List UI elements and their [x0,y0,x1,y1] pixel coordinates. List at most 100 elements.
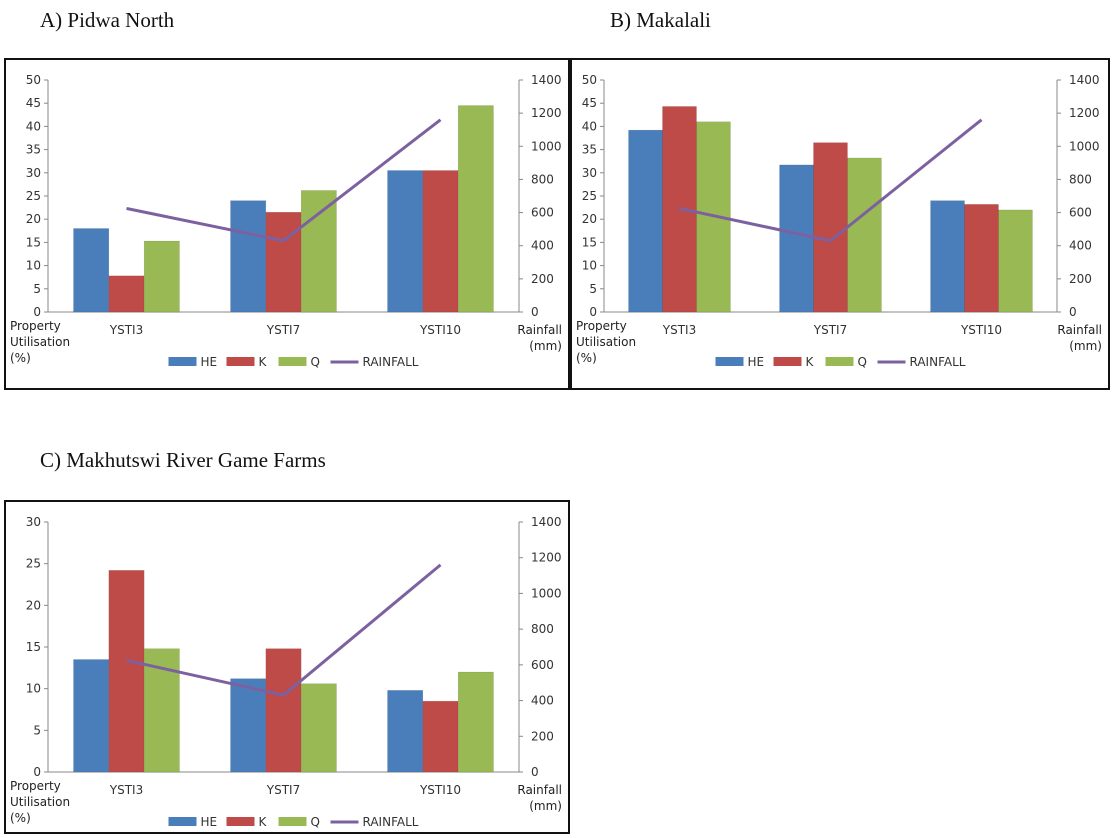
bar-he-ysti7 [779,164,814,313]
y-tick-label: 5 [589,282,597,296]
y-tick-label: 5 [33,282,41,296]
y-axis-title-line: (%) [10,351,31,365]
bar-he-ysti3 [628,129,663,313]
bar-k-ysti3 [108,570,145,773]
y2-tick-label: 0 [531,305,539,319]
panel-a-title: A) Pidwa North [40,8,175,32]
y-axis-title-line: Property [10,319,61,333]
y-tick-label: 10 [26,682,41,696]
y-tick-label: 0 [33,765,41,779]
legend-label-q: Q [311,355,320,369]
legend-swatch-k [226,817,255,826]
bar-he-ysti10 [387,690,424,773]
chart-panel-pidwa-north: 0 5 10 15 20 25 30 35 40 45 50 0 200 400 600 800 1000 120… [4,58,570,390]
bar-k-ysti10 [422,170,459,313]
y2-tick-label: 600 [531,206,554,220]
y-tick-label: 45 [582,96,597,110]
y2-tick-label: 400 [531,239,554,253]
chart-panel-makhutswi: 0 5 10 15 20 25 30 0 200 400 600 800 1000 1200 1400 YST… [4,500,570,834]
bar-q-ysti10 [457,105,494,313]
bar-k-ysti7 [265,648,302,773]
rainfall-line [126,563,442,697]
y2-tick-label: 1200 [531,106,562,120]
y-tick-label: 40 [26,119,41,133]
y2-tick-label: 200 [531,729,554,743]
legend-swatch-q [278,357,307,366]
x-tick-label: YSTI10 [419,323,461,337]
y-axis-title-line: Utilisation [576,335,636,349]
legend-label-q: Q [311,815,320,829]
bar-q-ysti10 [457,671,494,773]
y2-axis-title-line: Rainfall [517,323,562,337]
y2-axis-title-line: (mm) [529,339,562,353]
y-tick-label: 30 [26,166,41,180]
y2-tick-label: 400 [1069,239,1092,253]
y-tick-label: 15 [26,235,41,249]
legend-swatch-he [715,357,744,366]
x-tick-label: YSTI3 [109,323,143,337]
bar-q-ysti7 [300,683,337,773]
y-tick-label: 30 [582,166,597,180]
panel-b-title: B) Makalali [610,8,711,32]
y2-tick-label: 1200 [1069,106,1100,120]
legend-swatch-k [773,357,802,366]
y-tick-label: 5 [33,723,41,737]
y2-tick-label: 0 [531,765,539,779]
legend-label-k: K [259,815,268,829]
y-axis-title-line: Utilisation [10,795,70,809]
x-tick-label: YSTI7 [266,323,300,337]
legend-swatch-q [825,357,854,366]
rainfall-line [126,118,442,243]
y-axis-title-line: Utilisation [10,335,70,349]
y-tick-label: 15 [582,235,597,249]
y2-tick-label: 200 [1069,272,1092,286]
y2-tick-label: 600 [1069,206,1092,220]
legend-label-rainfall: RAINFALL [363,815,419,829]
y-tick-label: 50 [26,73,41,87]
y-tick-label: 20 [26,598,41,612]
y2-tick-label: 1000 [531,586,562,600]
y-tick-label: 25 [26,557,41,571]
bar-he-ysti3 [73,659,110,773]
legend-swatch-q [278,817,307,826]
y-tick-label: 25 [582,189,597,203]
y-tick-label: 45 [26,96,41,110]
y-tick-label: 20 [26,212,41,226]
bar-he-ysti10 [930,200,965,313]
panel-c-title: C) Makhutswi River Game Farms [40,448,326,472]
y2-tick-label: 200 [531,272,554,286]
y-tick-label: 40 [582,119,597,133]
chart-panel-makalali: 0 5 10 15 20 25 30 35 40 45 50 0 200 400 600 800 1000 120… [570,58,1110,390]
bar-q-ysti7 [847,157,882,313]
y-tick-label: 50 [582,73,597,87]
y2-tick-label: 800 [531,172,554,186]
x-tick-label: YSTI7 [813,323,847,337]
y2-tick-label: 1400 [1069,73,1100,87]
chart-svg: 0 5 10 15 20 25 30 0 200 400 600 800 1000 1200 1400 YST… [10,515,562,829]
legend-label-rainfall: RAINFALL [910,355,966,369]
chart-svg: 0 5 10 15 20 25 30 35 40 45 50 0 200 400 600 800 1000 120… [576,73,1102,369]
y2-axis-title-line: (mm) [1069,339,1102,353]
x-tick-label: YSTI3 [662,323,696,337]
y-axis-title-line: Property [10,779,61,793]
y2-axis-title-line: Rainfall [1057,323,1102,337]
y2-tick-label: 800 [531,622,554,636]
chart-svg: 0 5 10 15 20 25 30 35 40 45 50 0 200 400 600 800 1000 120… [10,73,562,369]
x-tick-label: YSTI10 [419,783,461,797]
legend-label-q: Q [858,355,867,369]
y2-tick-label: 800 [1069,172,1092,186]
bar-k-ysti7 [265,211,302,313]
legend-label-he: HE [748,355,765,369]
bar-k-ysti10 [964,204,999,313]
bar-k-ysti3 [108,275,145,313]
y-tick-label: 0 [589,305,597,319]
y-axis-title-line: (%) [10,811,31,825]
y-tick-label: 10 [582,259,597,273]
y2-tick-label: 1400 [531,73,562,87]
y-axis-title-line: (%) [576,351,597,365]
legend-swatch-he [168,357,197,366]
bar-q-ysti10 [998,209,1033,313]
legend-label-rainfall: RAINFALL [363,355,419,369]
bar-q-ysti3 [143,240,180,313]
y-tick-label: 15 [26,640,41,654]
